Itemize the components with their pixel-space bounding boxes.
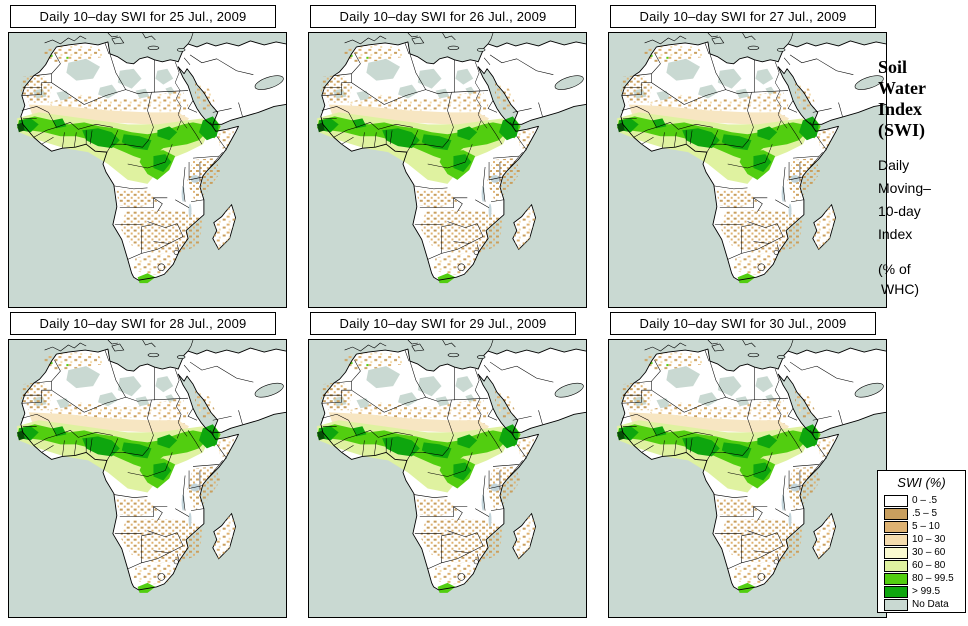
legend-item: No Data xyxy=(878,598,965,611)
page-title: Soil Water Index (SWI) xyxy=(878,57,926,140)
legend-swatch xyxy=(884,507,908,520)
legend-swatch xyxy=(884,494,908,507)
panel-title: Daily 10–day SWI for 26 Jul., 2009 xyxy=(310,5,576,28)
africa-map xyxy=(608,32,887,308)
legend-swatch xyxy=(884,520,908,533)
legend-label: 0 – .5 xyxy=(912,495,938,506)
legend-label: No Data xyxy=(912,599,949,610)
page-subtitle: Daily Moving– 10-day Index xyxy=(878,157,931,242)
legend-swatch xyxy=(884,559,908,572)
map-panel-27jul: Daily 10–day SWI for 27 Jul., 2009 xyxy=(608,5,888,311)
legend-swatch xyxy=(884,546,908,559)
legend-title: SWI (%) xyxy=(897,475,946,490)
legend-swatch xyxy=(884,598,908,611)
legend-item: > 99.5 xyxy=(878,585,965,598)
legend-item: 60 – 80 xyxy=(878,559,965,572)
legend-item: 5 – 10 xyxy=(878,520,965,533)
legend-label: 80 – 99.5 xyxy=(912,573,954,584)
panel-title: Daily 10–day SWI for 25 Jul., 2009 xyxy=(10,5,276,28)
sidebar: Soil Water Index (SWI) Daily Moving– 10-… xyxy=(878,57,968,299)
legend-item: .5 – 5 xyxy=(878,507,965,520)
map-panel-28jul: Daily 10–day SWI for 28 Jul., 2009 xyxy=(8,312,288,618)
africa-map xyxy=(608,339,887,618)
legend-swatch xyxy=(884,533,908,546)
panel-title: Daily 10–day SWI for 29 Jul., 2009 xyxy=(310,312,576,335)
legend: SWI (%) 0 – .5 .5 – 5 5 – 10 10 – 30 30 … xyxy=(877,470,966,613)
map-panel-30jul: Daily 10–day SWI for 30 Jul., 2009 xyxy=(608,312,888,618)
legend-item: 10 – 30 xyxy=(878,533,965,546)
africa-map xyxy=(8,32,287,308)
legend-swatch xyxy=(884,572,908,585)
legend-label: 10 – 30 xyxy=(912,534,946,545)
africa-map xyxy=(308,32,587,308)
legend-swatch xyxy=(884,585,908,598)
legend-item: 0 – .5 xyxy=(878,494,965,507)
africa-map xyxy=(8,339,287,618)
legend-label: 60 – 80 xyxy=(912,560,946,571)
legend-label: .5 – 5 xyxy=(912,508,938,519)
panel-title: Daily 10–day SWI for 27 Jul., 2009 xyxy=(610,5,876,28)
africa-map xyxy=(308,339,587,618)
map-panel-29jul: Daily 10–day SWI for 29 Jul., 2009 xyxy=(308,312,588,618)
legend-item: 80 – 99.5 xyxy=(878,572,965,585)
panel-title: Daily 10–day SWI for 28 Jul., 2009 xyxy=(10,312,276,335)
legend-label: > 99.5 xyxy=(912,586,941,597)
panel-title: Daily 10–day SWI for 30 Jul., 2009 xyxy=(610,312,876,335)
map-panel-26jul: Daily 10–day SWI for 26 Jul., 2009 xyxy=(308,5,588,311)
legend-label: 30 – 60 xyxy=(912,547,946,558)
map-panel-25jul: Daily 10–day SWI for 25 Jul., 2009 xyxy=(8,5,288,311)
legend-item: 30 – 60 xyxy=(878,546,965,559)
legend-label: 5 – 10 xyxy=(912,521,940,532)
unit-note: (% of WHC) xyxy=(878,261,920,297)
